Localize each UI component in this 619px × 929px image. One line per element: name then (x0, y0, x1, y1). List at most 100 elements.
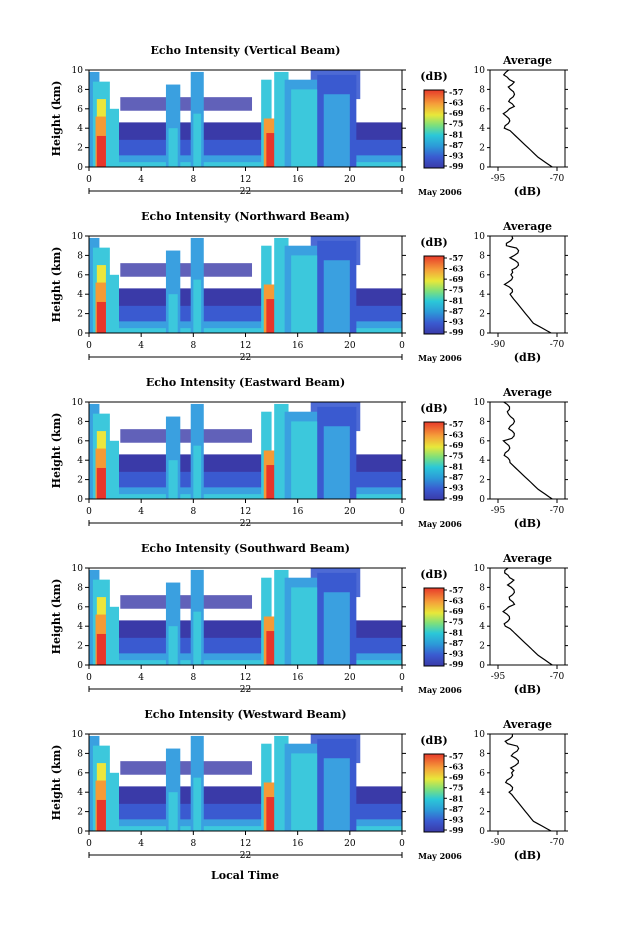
avg-y-tick-label: 2 (479, 310, 485, 320)
colorbar-tick-label: -69 (449, 606, 464, 616)
month-label: May 2006 (418, 685, 462, 695)
colorbar-tick-label: -57 (449, 253, 463, 263)
avg-y-tick-label: 2 (479, 808, 485, 818)
y-tick-label: 2 (77, 310, 83, 320)
echo-band-near-ground (89, 653, 402, 665)
panel-title: Echo Intensity (Northward Beam) (141, 210, 350, 223)
echo-plume-5 (105, 440, 119, 499)
x-tick-label: 20 (344, 341, 356, 351)
month-label: May 2006 (418, 353, 462, 363)
colorbar-tick-label: -93 (449, 316, 464, 326)
avg-y-tick-label: 6 (479, 603, 485, 613)
colorbar (423, 255, 445, 335)
day-label: 22 (240, 851, 251, 861)
colorbar-tick-label: -99 (449, 659, 464, 669)
y-axis-label: Height (km) (50, 413, 63, 489)
day-label: 22 (240, 519, 251, 529)
average-profile-line (502, 567, 553, 666)
y-tick-label: 0 (77, 661, 83, 671)
colorbar-tick-label: -63 (449, 98, 464, 108)
colorbar-tick-label: -75 (449, 119, 463, 129)
avg-y-tick-label: 6 (479, 437, 485, 447)
colorbar-tick-label: -99 (449, 327, 464, 337)
echo-plume-7 (168, 460, 178, 499)
avg-y-tick-label: 10 (474, 730, 486, 740)
echo-band-near-ground (89, 321, 402, 333)
y-tick-label: 2 (77, 144, 83, 154)
avg-y-tick-label: 0 (479, 163, 485, 173)
colorbar-tick-label: -75 (449, 783, 463, 793)
x-tick-label: 20 (344, 175, 356, 185)
colorbar-tick-label: -63 (449, 762, 464, 772)
avg-y-tick-label: 2 (479, 144, 485, 154)
y-tick-label: 8 (77, 251, 83, 261)
colorbar-tick-label: -87 (449, 140, 463, 150)
average-profile-line (504, 734, 552, 832)
avg-y-tick-label: 10 (474, 398, 486, 408)
y-tick-label: 0 (77, 827, 83, 837)
colorbar-tick-label: -81 (449, 295, 463, 305)
average-frame (489, 733, 566, 832)
avg-y-tick-label: 6 (479, 105, 485, 115)
avg-x-tick-label: -70 (550, 838, 565, 848)
avg-y-tick-label: 4 (479, 124, 485, 134)
avg-x-label: (dB) (514, 517, 541, 530)
y-tick-label: 4 (77, 622, 83, 632)
x-tick-label: 8 (190, 839, 196, 849)
y-tick-label: 10 (72, 232, 84, 242)
avg-y-tick-label: 0 (479, 495, 485, 505)
colorbar-tick-label: -93 (449, 648, 464, 658)
average-frame (489, 69, 566, 168)
y-tick-label: 0 (77, 329, 83, 339)
colorbar-tick-label: -81 (449, 461, 463, 471)
colorbar (423, 587, 445, 667)
avg-x-tick-label: -70 (550, 174, 565, 184)
colorbar-tick-label: -93 (449, 150, 464, 160)
avg-y-tick-label: 8 (479, 251, 485, 261)
avg-x-tick-label: -95 (491, 174, 506, 184)
panel-title: Echo Intensity (Westward Beam) (144, 708, 346, 721)
colorbar-tick-label: -63 (449, 596, 464, 606)
x-tick-label: 8 (190, 341, 196, 351)
x-tick-label: 4 (138, 673, 144, 683)
echo-band-surface (89, 660, 402, 665)
y-tick-label: 2 (77, 808, 83, 818)
echo-plume-7 (168, 128, 178, 167)
avg-y-tick-label: 10 (474, 564, 486, 574)
y-tick-label: 6 (77, 769, 83, 779)
colorbar-tick-label: -75 (449, 617, 463, 627)
colorbar-tick-label: -93 (449, 482, 464, 492)
avg-x-tick-label: -70 (550, 340, 565, 350)
avg-y-tick-label: 8 (479, 749, 485, 759)
echo-patch-upper (120, 429, 253, 443)
avg-x-label: (dB) (514, 849, 541, 862)
x-tick-label: 0 (86, 507, 92, 517)
echo-plume-17 (323, 94, 350, 167)
x-tick-label: 0 (399, 839, 405, 849)
x-tick-label: 0 (86, 839, 92, 849)
x-tick-label: 12 (240, 341, 251, 351)
colorbar-tick-label: -57 (449, 585, 463, 595)
panel-title: Echo Intensity (Eastward Beam) (146, 376, 345, 389)
y-tick-label: 4 (77, 788, 83, 798)
y-tick-label: 0 (77, 495, 83, 505)
echo-plume-17 (323, 260, 350, 333)
avg-y-tick-label: 8 (479, 85, 485, 95)
y-axis-label: Height (km) (50, 579, 63, 655)
avg-y-tick-label: 10 (474, 66, 486, 76)
echo-plume-5 (105, 772, 119, 831)
echo-plume-9 (193, 279, 202, 333)
y-tick-label: 10 (72, 564, 84, 574)
echo-plume-17 (323, 426, 350, 499)
y-tick-label: 10 (72, 730, 84, 740)
panel-title: Echo Intensity (Southward Beam) (141, 542, 350, 555)
echo-patch-upper (120, 97, 253, 111)
echo-plume-7 (168, 626, 178, 665)
day-label: 22 (240, 353, 251, 363)
x-tick-label: 4 (138, 839, 144, 849)
colorbar-tick-label: -99 (449, 161, 464, 171)
month-label: May 2006 (418, 187, 462, 197)
colorbar-tick-label: -57 (449, 87, 463, 97)
panel-title: Echo Intensity (Vertical Beam) (150, 44, 340, 57)
echo-band-surface (89, 328, 402, 333)
